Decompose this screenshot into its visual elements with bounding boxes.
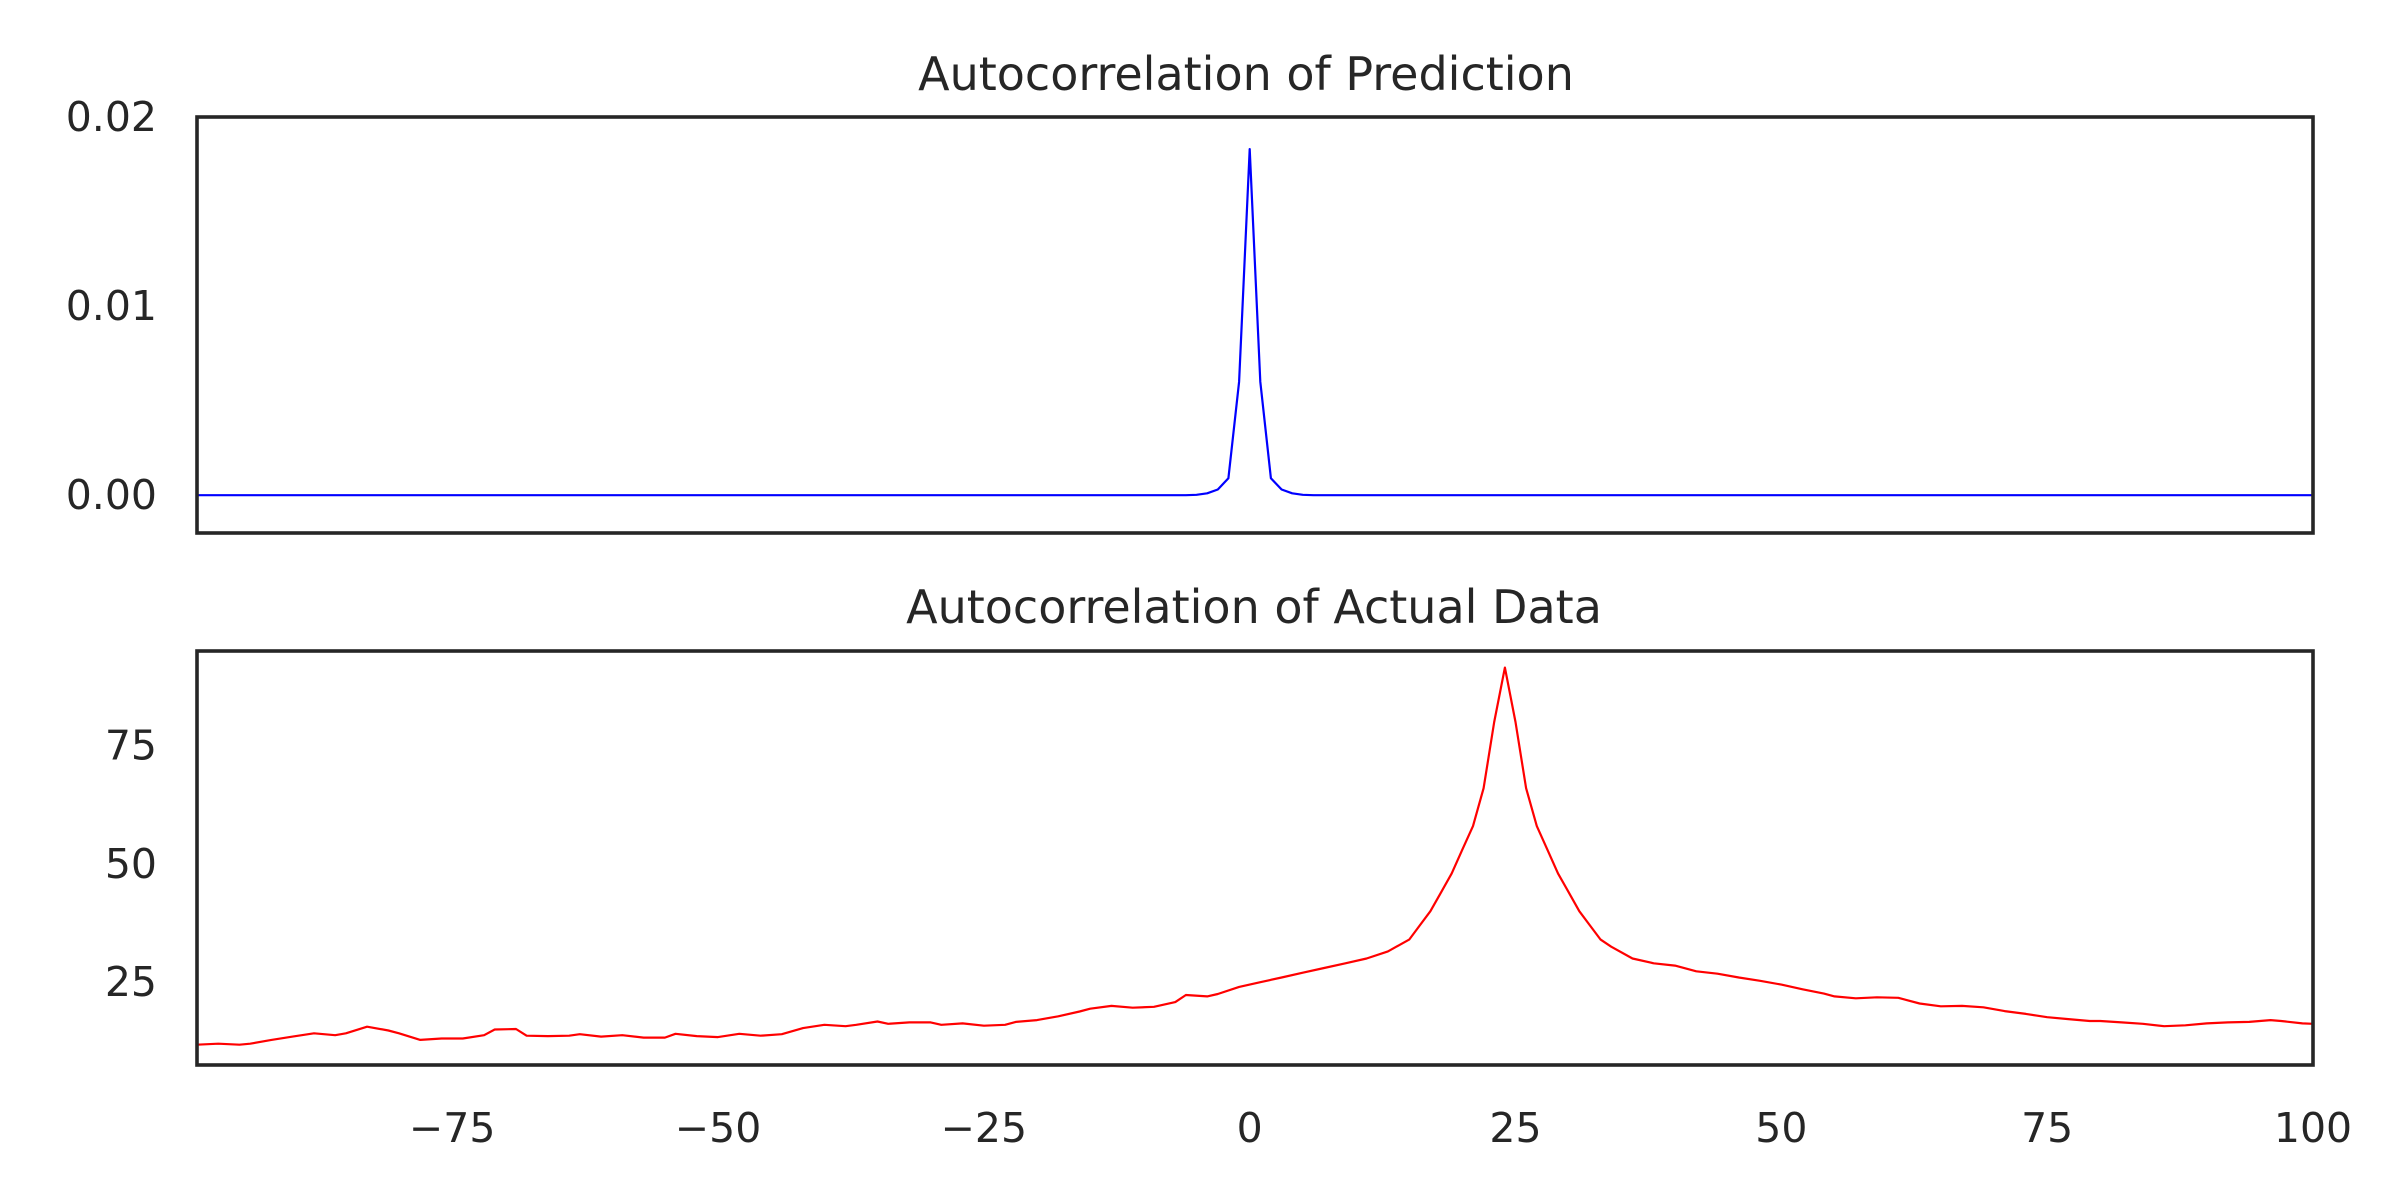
actual-data-x-tick-label: −75: [409, 1104, 496, 1152]
actual-data-series-line: [196, 666, 2314, 1046]
actual-data-axes-frame: [195, 649, 2315, 1067]
prediction-series: [197, 148, 2313, 497]
actual-data-y-tick-label: 75: [105, 722, 157, 770]
prediction-y-ticks: 0.00 0.01 0.02: [66, 93, 157, 519]
actual-data-x-tick-label: −25: [941, 1104, 1028, 1152]
prediction-chart-title: Autocorrelation of Prediction: [918, 47, 1574, 101]
actual-data-x-tick-label: 75: [2021, 1104, 2073, 1152]
actual-data-y-ticks: 25 50 75: [105, 722, 157, 1007]
actual-data-x-tick-label: 0: [1237, 1104, 1263, 1152]
prediction-y-tick-label: 0.02: [66, 93, 157, 141]
prediction-y-tick-label: 0.00: [66, 471, 157, 519]
prediction-axes-frame: [195, 115, 2315, 535]
actual-data-y-tick-label: 25: [105, 958, 157, 1006]
actual-data-autocorrelation-panel: Autocorrelation of Actual Data 25 50 75 −7…: [105, 580, 2352, 1152]
actual-data-y-tick-label: 50: [105, 840, 157, 888]
actual-data-series: [196, 666, 2314, 1046]
actual-data-x-tick-label: 100: [2274, 1104, 2352, 1152]
actual-data-x-tick-label: 50: [1755, 1104, 1807, 1152]
actual-data-chart-title: Autocorrelation of Actual Data: [906, 580, 1602, 634]
actual-data-x-tick-label: 25: [1489, 1104, 1541, 1152]
prediction-y-tick-label: 0.01: [66, 282, 157, 330]
actual-data-x-tick-label: −50: [675, 1104, 762, 1152]
actual-data-x-ticks: −75 −50 −25 0 25 50 75 100: [409, 1104, 2352, 1152]
prediction-series-line: [197, 148, 2313, 497]
prediction-autocorrelation-panel: Autocorrelation of Prediction 0.000.010.…: [66, 47, 2315, 535]
